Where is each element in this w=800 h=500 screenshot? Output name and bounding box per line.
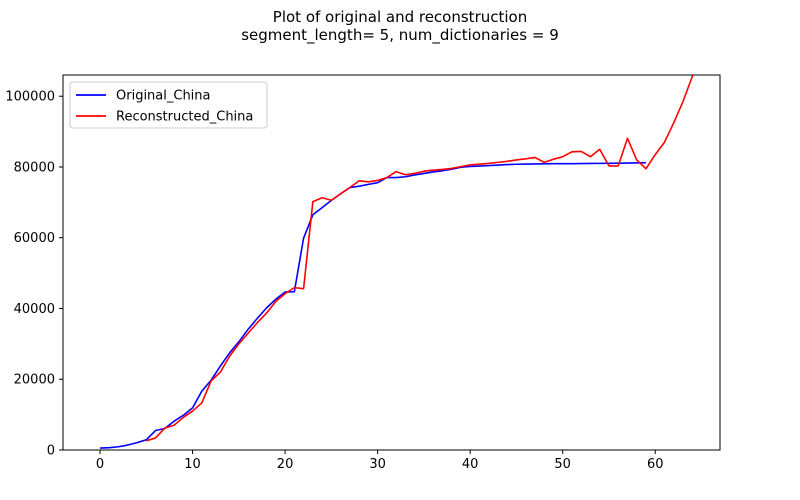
x-tick-label: 0 [96, 457, 104, 472]
legend: Original_China Reconstructed_China [69, 81, 268, 129]
x-tick-label: 20 [277, 457, 294, 472]
legend-label-original-china: Original_China [116, 89, 211, 104]
legend-box [69, 81, 268, 129]
x-tick-label: 30 [369, 457, 386, 472]
legend-label-reconstructed-china: Reconstructed_China [116, 110, 253, 125]
x-tick-label: 40 [462, 457, 479, 472]
series-line-original-china [99, 161, 646, 449]
chart-title: Plot of original and reconstruction [273, 8, 527, 26]
x-tick-label: 10 [184, 457, 201, 472]
x-axis: 0 10 20 30 40 50 60 [96, 450, 664, 472]
y-axis: 0 20000 40000 60000 80000 100000 [5, 90, 63, 459]
y-tick-label: 60000 [14, 231, 55, 246]
y-tick-label: 80000 [14, 160, 55, 175]
x-tick-label: 60 [647, 457, 664, 472]
plot-frame [62, 74, 721, 451]
y-tick-label: 0 [47, 444, 55, 459]
x-tick-label: 50 [554, 457, 571, 472]
chart-subtitle: segment_length= 5, num_dictionaries = 9 [241, 26, 559, 45]
series-layer [99, 75, 694, 449]
series-line-reconstructed-china [146, 75, 694, 442]
y-tick-label: 40000 [14, 302, 55, 317]
y-tick-label: 20000 [14, 373, 55, 388]
y-tick-label: 100000 [5, 90, 55, 105]
